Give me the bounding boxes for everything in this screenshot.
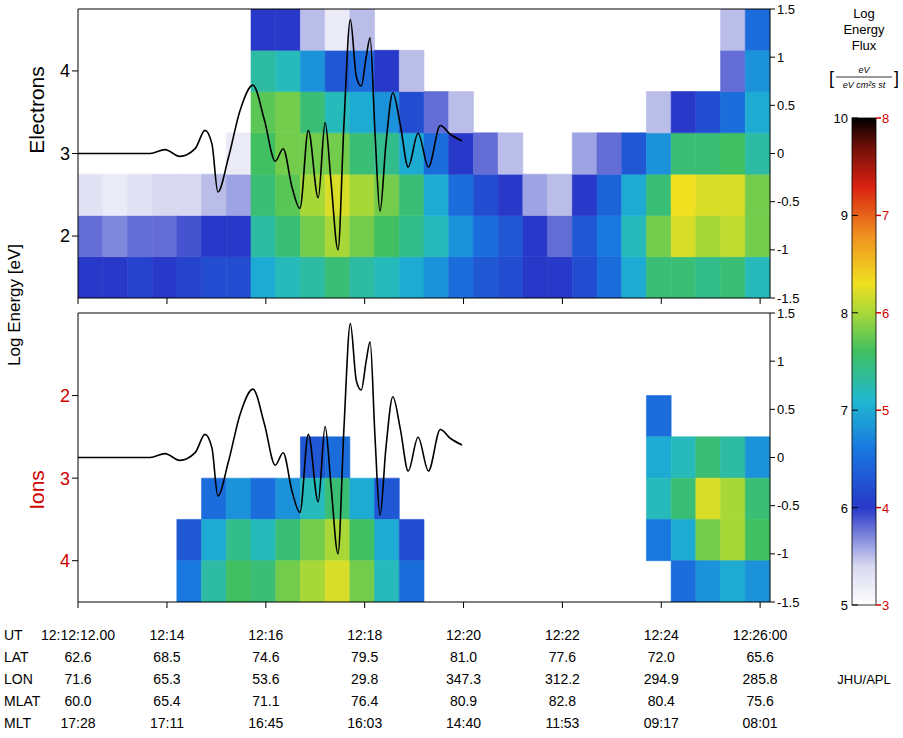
svg-text:347.3: 347.3 [446, 671, 481, 687]
svg-text:12:26:00: 12:26:00 [733, 627, 788, 643]
svg-text:7: 7 [882, 208, 889, 223]
svg-text:14:40: 14:40 [446, 715, 481, 731]
svg-text:-1.5: -1.5 [777, 595, 799, 610]
svg-text:4: 4 [882, 501, 889, 516]
svg-text:Log Energy [eV]: Log Energy [eV] [5, 244, 24, 366]
svg-text:2: 2 [60, 386, 70, 406]
svg-text:-0.5: -0.5 [777, 194, 799, 209]
svg-text:7: 7 [841, 403, 848, 418]
svg-text:12:16: 12:16 [248, 627, 283, 643]
svg-text:1: 1 [777, 50, 784, 65]
svg-text:80.9: 80.9 [450, 693, 477, 709]
svg-text:12:12:12.00: 12:12:12.00 [41, 627, 115, 643]
svg-text:Ions: Ions [25, 470, 48, 510]
svg-text:1.5: 1.5 [777, 306, 795, 321]
svg-text:16:45: 16:45 [248, 715, 283, 731]
svg-text:71.6: 71.6 [64, 671, 91, 687]
svg-text:JHU/APL: JHU/APL [837, 672, 890, 687]
svg-text:5: 5 [841, 598, 848, 613]
svg-text:Flux: Flux [852, 38, 877, 53]
svg-text:Energy: Energy [843, 22, 885, 37]
svg-text:53.6: 53.6 [252, 671, 279, 687]
svg-text:16:03: 16:03 [347, 715, 382, 731]
svg-text:76.4: 76.4 [351, 693, 378, 709]
svg-text:6: 6 [841, 501, 848, 516]
svg-text:79.5: 79.5 [351, 649, 378, 665]
svg-text:1: 1 [777, 354, 784, 369]
svg-text:4: 4 [60, 61, 70, 81]
svg-text:285.8: 285.8 [743, 671, 778, 687]
svg-text:12:14: 12:14 [149, 627, 184, 643]
svg-text:60.0: 60.0 [64, 693, 91, 709]
svg-text:1.5: 1.5 [777, 2, 795, 17]
svg-text:77.6: 77.6 [549, 649, 576, 665]
svg-text:0: 0 [777, 450, 784, 465]
svg-text:[: [ [829, 68, 834, 88]
svg-text:312.2: 312.2 [545, 671, 580, 687]
svg-text:]: ] [894, 68, 899, 88]
svg-text:9: 9 [841, 208, 848, 223]
svg-text:Log: Log [853, 6, 875, 21]
svg-text:eV cm²s st: eV cm²s st [843, 80, 886, 90]
svg-text:UT: UT [4, 627, 23, 643]
svg-text:LAT: LAT [4, 649, 29, 665]
svg-text:68.5: 68.5 [153, 649, 180, 665]
svg-text:3: 3 [60, 144, 70, 164]
svg-text:80.4: 80.4 [648, 693, 675, 709]
svg-text:12:24: 12:24 [644, 627, 679, 643]
svg-text:-1: -1 [777, 546, 789, 561]
svg-text:0.5: 0.5 [777, 98, 795, 113]
svg-text:29.8: 29.8 [351, 671, 378, 687]
svg-text:-1: -1 [777, 242, 789, 257]
svg-text:17:11: 17:11 [150, 715, 184, 731]
svg-text:-1.5: -1.5 [777, 291, 799, 306]
svg-text:MLT: MLT [4, 715, 31, 731]
svg-text:65.4: 65.4 [153, 693, 180, 709]
svg-text:08:01: 08:01 [743, 715, 778, 731]
svg-text:3: 3 [882, 598, 889, 613]
svg-text:6: 6 [882, 306, 889, 321]
svg-text:4: 4 [60, 551, 70, 571]
svg-text:0: 0 [777, 146, 784, 161]
svg-text:12:18: 12:18 [347, 627, 382, 643]
svg-text:5: 5 [882, 403, 889, 418]
svg-text:09:17: 09:17 [644, 715, 679, 731]
svg-text:294.9: 294.9 [644, 671, 679, 687]
svg-text:11:53: 11:53 [545, 715, 579, 731]
svg-text:62.6: 62.6 [64, 649, 91, 665]
svg-text:3: 3 [60, 469, 70, 489]
svg-text:75.6: 75.6 [746, 693, 773, 709]
svg-text:72.0: 72.0 [648, 649, 675, 665]
svg-text:12:20: 12:20 [446, 627, 481, 643]
svg-text:74.6: 74.6 [252, 649, 279, 665]
svg-text:Electrons: Electrons [25, 66, 48, 154]
svg-text:12:22: 12:22 [545, 627, 580, 643]
svg-text:-0.5: -0.5 [777, 498, 799, 513]
svg-text:71.1: 71.1 [252, 693, 279, 709]
svg-text:LON: LON [4, 671, 33, 687]
svg-text:65.3: 65.3 [153, 671, 180, 687]
svg-text:17:28: 17:28 [60, 715, 95, 731]
svg-text:10: 10 [834, 111, 848, 126]
svg-text:65.6: 65.6 [746, 649, 773, 665]
svg-text:2: 2 [60, 226, 70, 246]
svg-text:eV: eV [858, 65, 870, 75]
svg-text:81.0: 81.0 [450, 649, 477, 665]
svg-text:0.5: 0.5 [777, 402, 795, 417]
svg-text:82.8: 82.8 [549, 693, 576, 709]
svg-text:8: 8 [882, 111, 889, 126]
svg-text:MLAT: MLAT [4, 693, 41, 709]
svg-text:8: 8 [841, 306, 848, 321]
